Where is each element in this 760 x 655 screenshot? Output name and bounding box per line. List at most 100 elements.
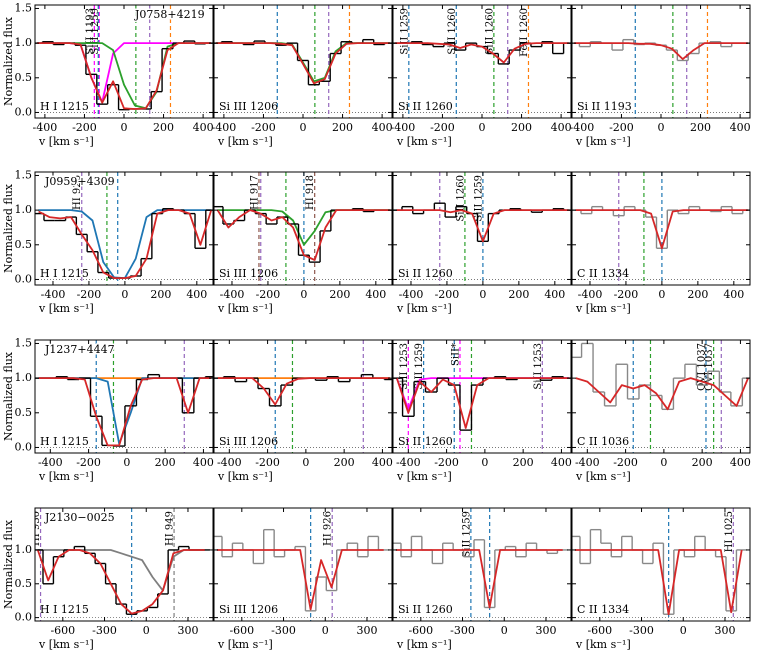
x-tick-label: -200 <box>76 456 101 469</box>
x-tick-label: -400 <box>578 288 603 301</box>
x-tick-label: 0 <box>123 456 130 469</box>
x-tick-label: 400 <box>544 288 565 301</box>
model-curve <box>395 377 570 429</box>
plot-area: SiII 1260 SiII 1259 <box>393 172 571 285</box>
line-label: HI 949 <box>165 511 176 546</box>
x-axis-label: v [km s⁻¹] <box>217 135 273 148</box>
ion-label: Si III 1206 <box>219 100 278 113</box>
x-tick-label: -300 <box>271 624 296 637</box>
ion-label: H I 1215 <box>40 267 89 280</box>
x-tick-label: -200 <box>434 456 459 469</box>
ion-label: Si II 1193 <box>577 100 632 113</box>
x-tick-label: 0 <box>658 121 665 134</box>
y-tick-label: 0.0 <box>15 611 33 624</box>
x-tick-label: 200 <box>513 456 534 469</box>
x-axis-label: v [km s⁻¹] <box>396 302 452 315</box>
x-tick-label: -400 <box>391 121 416 134</box>
line-label: HI 930 <box>31 511 42 546</box>
line-label: HI 1025 <box>724 511 735 552</box>
x-tick-label: 300 <box>177 624 198 637</box>
line-label: SiII 1260 <box>447 8 458 55</box>
ion-label: C II 1334 <box>577 267 629 280</box>
model-curve <box>37 42 211 103</box>
axes-frame <box>571 507 751 622</box>
y-axis-label: Normalized flux <box>2 519 15 609</box>
x-tick-label: 200 <box>332 121 353 134</box>
model-curve <box>38 209 213 280</box>
x-axis-label: v [km s⁻¹] <box>38 135 94 148</box>
x-tick-label: 400 <box>723 288 744 301</box>
plot-area <box>214 340 392 453</box>
plot-area: HI 930 HI 949 <box>31 508 213 621</box>
x-tick-label: -400 <box>570 121 595 134</box>
x-tick-label: 400 <box>193 456 214 469</box>
y-tick-label: 1.0 <box>15 36 33 49</box>
axes-frame <box>392 339 572 454</box>
x-tick-label: -200 <box>614 288 639 301</box>
axes-frame <box>34 171 214 286</box>
qso-name: J0959+4309 <box>44 175 115 188</box>
x-axis-label: v [km s⁻¹] <box>396 135 452 148</box>
y-axis-label: Normalized flux <box>2 183 15 273</box>
plot-area: SiII 1253 SiII 1259 SiII* SiII 1253 <box>393 340 571 453</box>
x-tick-label: -400 <box>212 121 237 134</box>
plot-area <box>214 5 392 118</box>
model-curve <box>575 377 749 411</box>
y-tick-label: 1.0 <box>15 371 33 384</box>
x-tick-label: -400 <box>33 121 58 134</box>
plot-area: SiII 1259 <box>393 508 571 621</box>
line-label: SiII 1259 <box>461 511 472 558</box>
y-tick-label: 0.0 <box>15 272 33 285</box>
line-label: HI 926 <box>323 511 334 546</box>
line-label: FeII 1260 <box>519 8 530 57</box>
x-tick-label: 200 <box>687 288 708 301</box>
ion-label: Si III 1206 <box>219 435 278 448</box>
plot-area: HI 926 <box>214 508 392 621</box>
x-tick-label: 0 <box>479 121 486 134</box>
line-label: SiII 1260 <box>455 175 466 222</box>
x-tick-label: 0 <box>479 288 486 301</box>
axes-frame <box>571 339 751 454</box>
ion-label: H I 1215 <box>40 435 89 448</box>
x-tick-label: -200 <box>430 121 455 134</box>
qso-name: J0758+4219 <box>134 8 205 21</box>
line-label: OVI 1037 <box>704 343 715 391</box>
x-tick-label: 200 <box>692 456 713 469</box>
x-tick-label: 200 <box>155 456 176 469</box>
x-tick-label: -200 <box>613 456 638 469</box>
model-curve <box>574 42 748 60</box>
axes-frame <box>213 507 393 622</box>
x-tick-label: -400 <box>38 456 63 469</box>
plot-area: HI 1025 <box>572 508 750 621</box>
x-axis-label: v [km s⁻¹] <box>575 302 631 315</box>
line-label: HI 926 <box>72 175 83 210</box>
x-tick-label: -200 <box>72 121 97 134</box>
x-axis-label: v [km s⁻¹] <box>217 638 273 651</box>
ion-label: Si III 1206 <box>219 603 278 616</box>
model-curve <box>216 549 384 611</box>
x-tick-label: -600 <box>50 624 75 637</box>
y-tick-label: 0.5 <box>15 238 33 251</box>
ion-label: Si II 1260 <box>398 267 453 280</box>
y-tick-label: 0.5 <box>15 71 33 84</box>
axes-frame <box>34 339 214 454</box>
plot-area: HI 917 HI 918 <box>214 172 392 285</box>
y-axis-label: Normalized flux <box>2 16 15 106</box>
axes-frame <box>34 507 214 622</box>
plot-area: HI 926 <box>35 172 213 285</box>
line-label: HI 917 <box>249 175 260 210</box>
x-axis-label: v [km s⁻¹] <box>575 638 631 651</box>
x-tick-label: 300 <box>714 624 735 637</box>
x-tick-label: 200 <box>150 288 171 301</box>
x-tick-label: -200 <box>435 288 460 301</box>
line-label: SiII 1259 <box>90 8 101 55</box>
ion-label: Si III 1206 <box>219 267 278 280</box>
x-tick-label: -300 <box>629 624 654 637</box>
x-tick-label: -200 <box>251 121 276 134</box>
x-axis-label: v [km s⁻¹] <box>38 302 94 315</box>
x-tick-label: 0 <box>143 624 150 637</box>
x-axis-label: v [km s⁻¹] <box>396 470 452 483</box>
x-tick-label: -400 <box>396 456 421 469</box>
model-curve <box>575 209 749 250</box>
x-tick-label: 400 <box>365 288 386 301</box>
